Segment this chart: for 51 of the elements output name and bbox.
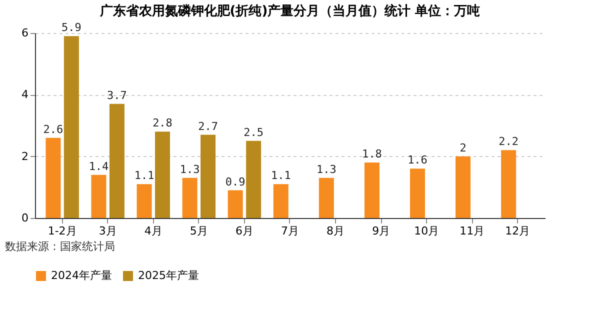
legend-label: 2024年产量 — [51, 269, 112, 282]
x-tick-label: 8月 — [326, 224, 345, 238]
x-tick-label: 11月 — [460, 224, 485, 238]
data-label: 2.5 — [244, 126, 264, 139]
bar — [364, 162, 380, 218]
bar — [155, 132, 170, 218]
data-label: 1.1 — [270, 169, 291, 182]
data-label: 1.3 — [180, 162, 200, 176]
x-tick-label: 9月 — [372, 224, 390, 238]
y-tick-label: 2 — [22, 150, 28, 163]
data-label: 2.6 — [43, 122, 64, 136]
y-tick-label: 4 — [22, 88, 28, 102]
legend-label: 2025年产量 — [138, 269, 199, 282]
y-tick-label: 6 — [22, 26, 28, 40]
source-note: 数据来源：国家统计局 — [5, 240, 115, 253]
bar — [228, 190, 243, 218]
data-label: 1.6 — [408, 154, 428, 167]
x-tick-label: 7月 — [281, 224, 299, 238]
bar — [182, 178, 198, 218]
x-tick-label: 5月 — [190, 224, 208, 238]
bar — [46, 138, 61, 218]
x-tick-label: 10月 — [414, 224, 440, 238]
data-label: 5.9 — [61, 21, 82, 34]
bar — [456, 156, 471, 218]
data-label: 2.8 — [152, 116, 172, 130]
x-tick-label: 3月 — [98, 224, 117, 238]
bar — [273, 184, 288, 218]
data-label: 0.9 — [225, 175, 246, 188]
bar — [501, 150, 516, 218]
x-tick-label: 1-2月 — [48, 224, 77, 238]
bar — [64, 36, 79, 218]
bar — [318, 178, 334, 218]
bar — [136, 184, 152, 218]
bar — [410, 168, 425, 218]
bar — [91, 174, 106, 218]
y-tick-label: 0 — [22, 212, 28, 224]
data-label: 1.4 — [88, 160, 110, 173]
data-label: 2.2 — [498, 135, 519, 148]
x-tick-label: 6月 — [235, 224, 254, 238]
data-label: 2.7 — [198, 120, 218, 133]
data-label: 1.3 — [316, 162, 336, 176]
data-label: 2 — [460, 141, 466, 154]
data-label: 1.1 — [134, 169, 154, 182]
bar — [109, 104, 124, 218]
data-label: 1.8 — [362, 148, 382, 160]
chart-title: 广东省农用氮磷钾化肥(折纯)产量分月（当月值）统计 单位：万吨 — [98, 3, 480, 20]
x-tick-label: 12月 — [505, 224, 530, 238]
data-label: 3.7 — [107, 88, 127, 102]
bar — [246, 140, 262, 218]
bar — [200, 134, 216, 218]
x-tick-label: 4月 — [144, 224, 162, 238]
